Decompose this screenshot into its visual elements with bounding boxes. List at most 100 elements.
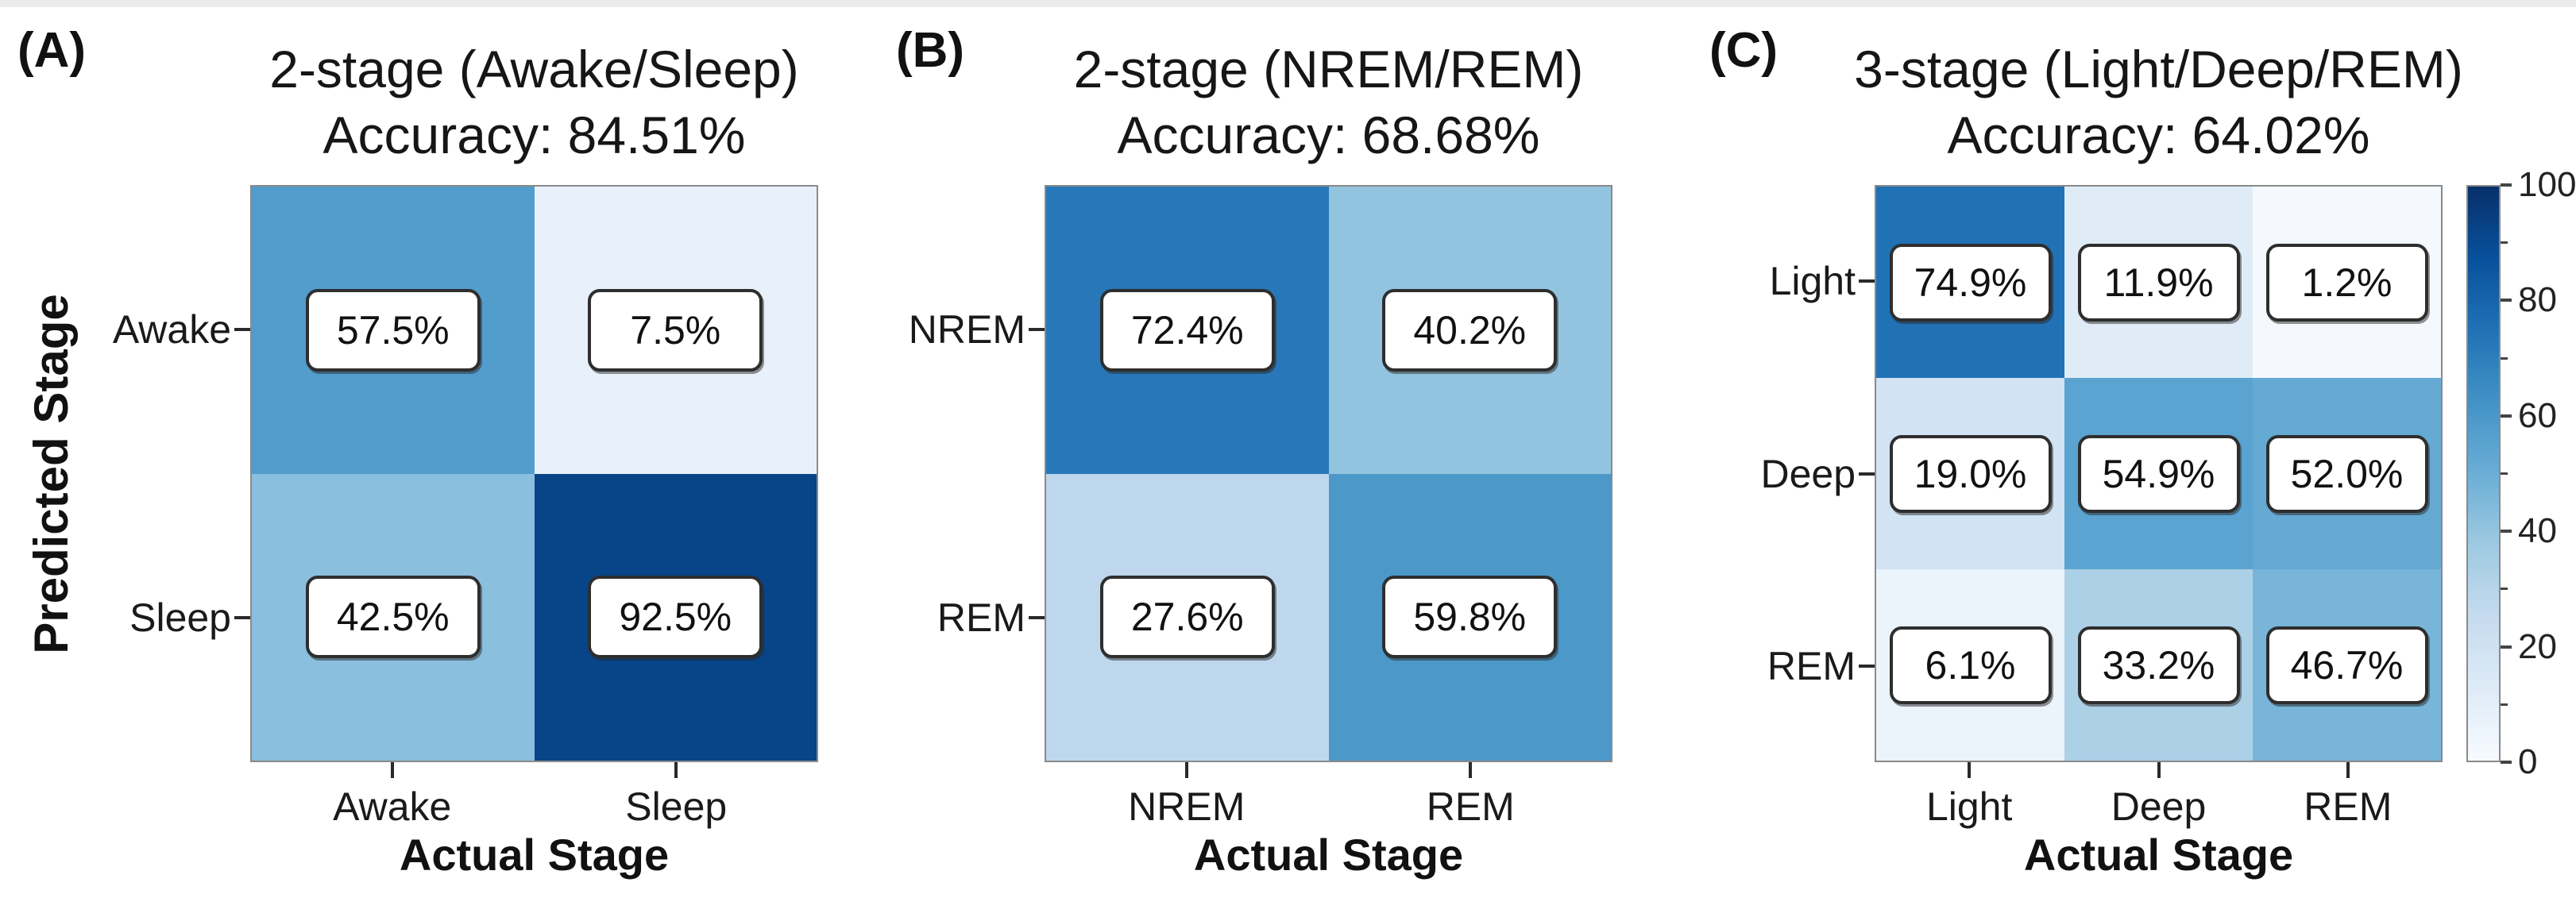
y-tick-mark	[1859, 664, 1875, 668]
cell-value-box: 40.2%	[1382, 288, 1558, 372]
x-tick-label: Light	[1925, 784, 2013, 829]
y-tick-label: REM	[1767, 643, 1856, 688]
heatmap-cell: 6.1%	[1876, 569, 2064, 761]
cell-value-box: 57.5%	[305, 288, 481, 372]
y-tick-mark	[1029, 616, 1045, 620]
cell-value-box: 92.5%	[588, 576, 763, 659]
heatmap-cell: 7.5%	[534, 187, 817, 474]
x-axis-title-a: Actual Stage	[399, 830, 670, 880]
heatmap-cell: 72.4%	[1046, 187, 1329, 474]
cell-value-box: 74.9%	[1889, 243, 2052, 322]
cell-value-box: 54.9%	[2077, 434, 2240, 513]
heatmap-cell: 74.9%	[1876, 187, 2064, 378]
heatmap-cell: 40.2%	[1328, 187, 1611, 474]
panel-title-c-line1: 3-stage (Light/Deep/REM)	[1854, 40, 2463, 98]
cell-value-box: 59.8%	[1382, 576, 1558, 659]
colorbar-minor-tick-mark	[2501, 241, 2508, 245]
heatmap-cell: 42.5%	[252, 473, 535, 761]
colorbar-tick-mark	[2501, 761, 2512, 764]
heatmap-cell: 54.9%	[2064, 378, 2253, 569]
heatmap-cell: 52.0%	[2253, 378, 2441, 569]
colorbar-minor-tick-mark	[2501, 472, 2508, 475]
x-tick-mark	[2157, 762, 2161, 778]
y-axis-title-predicted-stage: Predicted Stage	[25, 294, 78, 654]
heatmap-light-deep-rem: 74.9% 11.9% 1.2% 19.0% 54.9% 52.0% 6.1% 33.2% 46…	[1875, 185, 2443, 762]
panel-label-a: (A)	[17, 23, 87, 78]
panel-label-b: (B)	[896, 23, 965, 78]
panel-title-b: 2-stage (NREM/REM) Accuracy: 68.68%	[997, 37, 1660, 168]
heatmap-cell: 27.6%	[1046, 473, 1329, 761]
cell-value-box: 46.7%	[2265, 626, 2428, 704]
heatmap-cell: 59.8%	[1328, 473, 1611, 761]
x-tick-label: Sleep	[625, 784, 728, 829]
colorbar-minor-tick-mark	[2501, 703, 2508, 706]
panel-title-a-line1: 2-stage (Awake/Sleep)	[269, 40, 799, 98]
colorbar-tick-mark	[2501, 183, 2512, 187]
cell-value-box: 6.1%	[1889, 626, 2052, 704]
cell-value-box: 52.0%	[2265, 434, 2428, 513]
panel-title-c: 3-stage (Light/Deep/REM) Accuracy: 64.02…	[1827, 37, 2490, 168]
y-tick-mark	[1859, 279, 1875, 283]
cell-value-box: 11.9%	[2077, 243, 2240, 322]
heatmap-awake-sleep: 57.5% 7.5% 42.5% 92.5%	[250, 185, 818, 762]
y-tick-mark	[1029, 327, 1045, 331]
colorbar-tick-label: 20	[2518, 626, 2557, 666]
y-tick-label: Deep	[1760, 451, 1856, 496]
heatmap-nrem-rem: 72.4% 40.2% 27.6% 59.8%	[1045, 185, 1612, 762]
cell-value-box: 1.2%	[2265, 243, 2428, 322]
y-tick-label: Sleep	[129, 595, 231, 641]
y-tick-label: REM	[937, 595, 1025, 641]
y-tick-mark	[234, 327, 250, 331]
panel-title-a: 2-stage (Awake/Sleep) Accuracy: 84.51%	[203, 37, 866, 168]
x-tick-mark	[674, 762, 678, 778]
colorbar-tick-label: 60	[2518, 395, 2557, 435]
colorbar-tick-label: 80	[2518, 280, 2557, 320]
x-tick-mark	[2346, 762, 2350, 778]
colorbar-tick-label: 0	[2518, 742, 2538, 781]
heatmap-cell: 1.2%	[2253, 187, 2441, 378]
heatmap-cell: 33.2%	[2064, 569, 2253, 761]
colorbar-tick-mark	[2501, 299, 2512, 302]
colorbar-tick-label: 100	[2518, 165, 2576, 204]
x-tick-mark	[1184, 762, 1188, 778]
x-tick-label: REM	[2304, 784, 2393, 829]
x-tick-mark	[1968, 762, 1972, 778]
y-tick-mark	[234, 616, 250, 620]
x-tick-mark	[390, 762, 394, 778]
y-tick-label: Light	[1769, 259, 1856, 304]
cell-value-box: 27.6%	[1099, 576, 1275, 659]
heatmap-cell: 92.5%	[534, 473, 817, 761]
x-axis-title-b: Actual Stage	[1193, 830, 1464, 880]
x-tick-label: Deep	[2111, 784, 2207, 829]
x-tick-label: Awake	[333, 784, 452, 829]
colorbar-tick-mark	[2501, 530, 2512, 534]
cell-value-box: 19.0%	[1889, 434, 2052, 513]
colorbar-minor-tick-mark	[2501, 588, 2508, 591]
colorbar	[2466, 185, 2501, 762]
colorbar-tick-mark	[2501, 645, 2512, 649]
panel-title-b-line1: 2-stage (NREM/REM)	[1073, 40, 1584, 98]
x-axis-title-c: Actual Stage	[2023, 830, 2294, 880]
cell-value-box: 42.5%	[305, 576, 481, 659]
panel-title-c-accuracy: Accuracy: 64.02%	[1947, 106, 2370, 165]
panel-title-a-accuracy: Accuracy: 84.51%	[322, 106, 746, 165]
panel-title-b-accuracy: Accuracy: 68.68%	[1117, 106, 1540, 165]
x-tick-mark	[1469, 762, 1473, 778]
cell-value-box: 7.5%	[588, 288, 763, 372]
colorbar-minor-tick-mark	[2501, 356, 2508, 360]
y-tick-label: Awake	[112, 306, 231, 352]
heatmap-cell: 57.5%	[252, 187, 535, 474]
cell-value-box: 33.2%	[2077, 626, 2240, 704]
colorbar-tick-mark	[2501, 414, 2512, 418]
panel-label-c: (C)	[1709, 23, 1778, 78]
y-tick-mark	[1859, 472, 1875, 476]
cell-value-box: 72.4%	[1099, 288, 1275, 372]
page-edge-strip	[0, 0, 2576, 7]
heatmap-cell: 19.0%	[1876, 378, 2064, 569]
heatmap-cell: 46.7%	[2253, 569, 2441, 761]
x-tick-label: NREM	[1128, 784, 1246, 829]
heatmap-cell: 11.9%	[2064, 187, 2253, 378]
x-tick-label: REM	[1426, 784, 1515, 829]
y-tick-label: NREM	[908, 306, 1025, 352]
